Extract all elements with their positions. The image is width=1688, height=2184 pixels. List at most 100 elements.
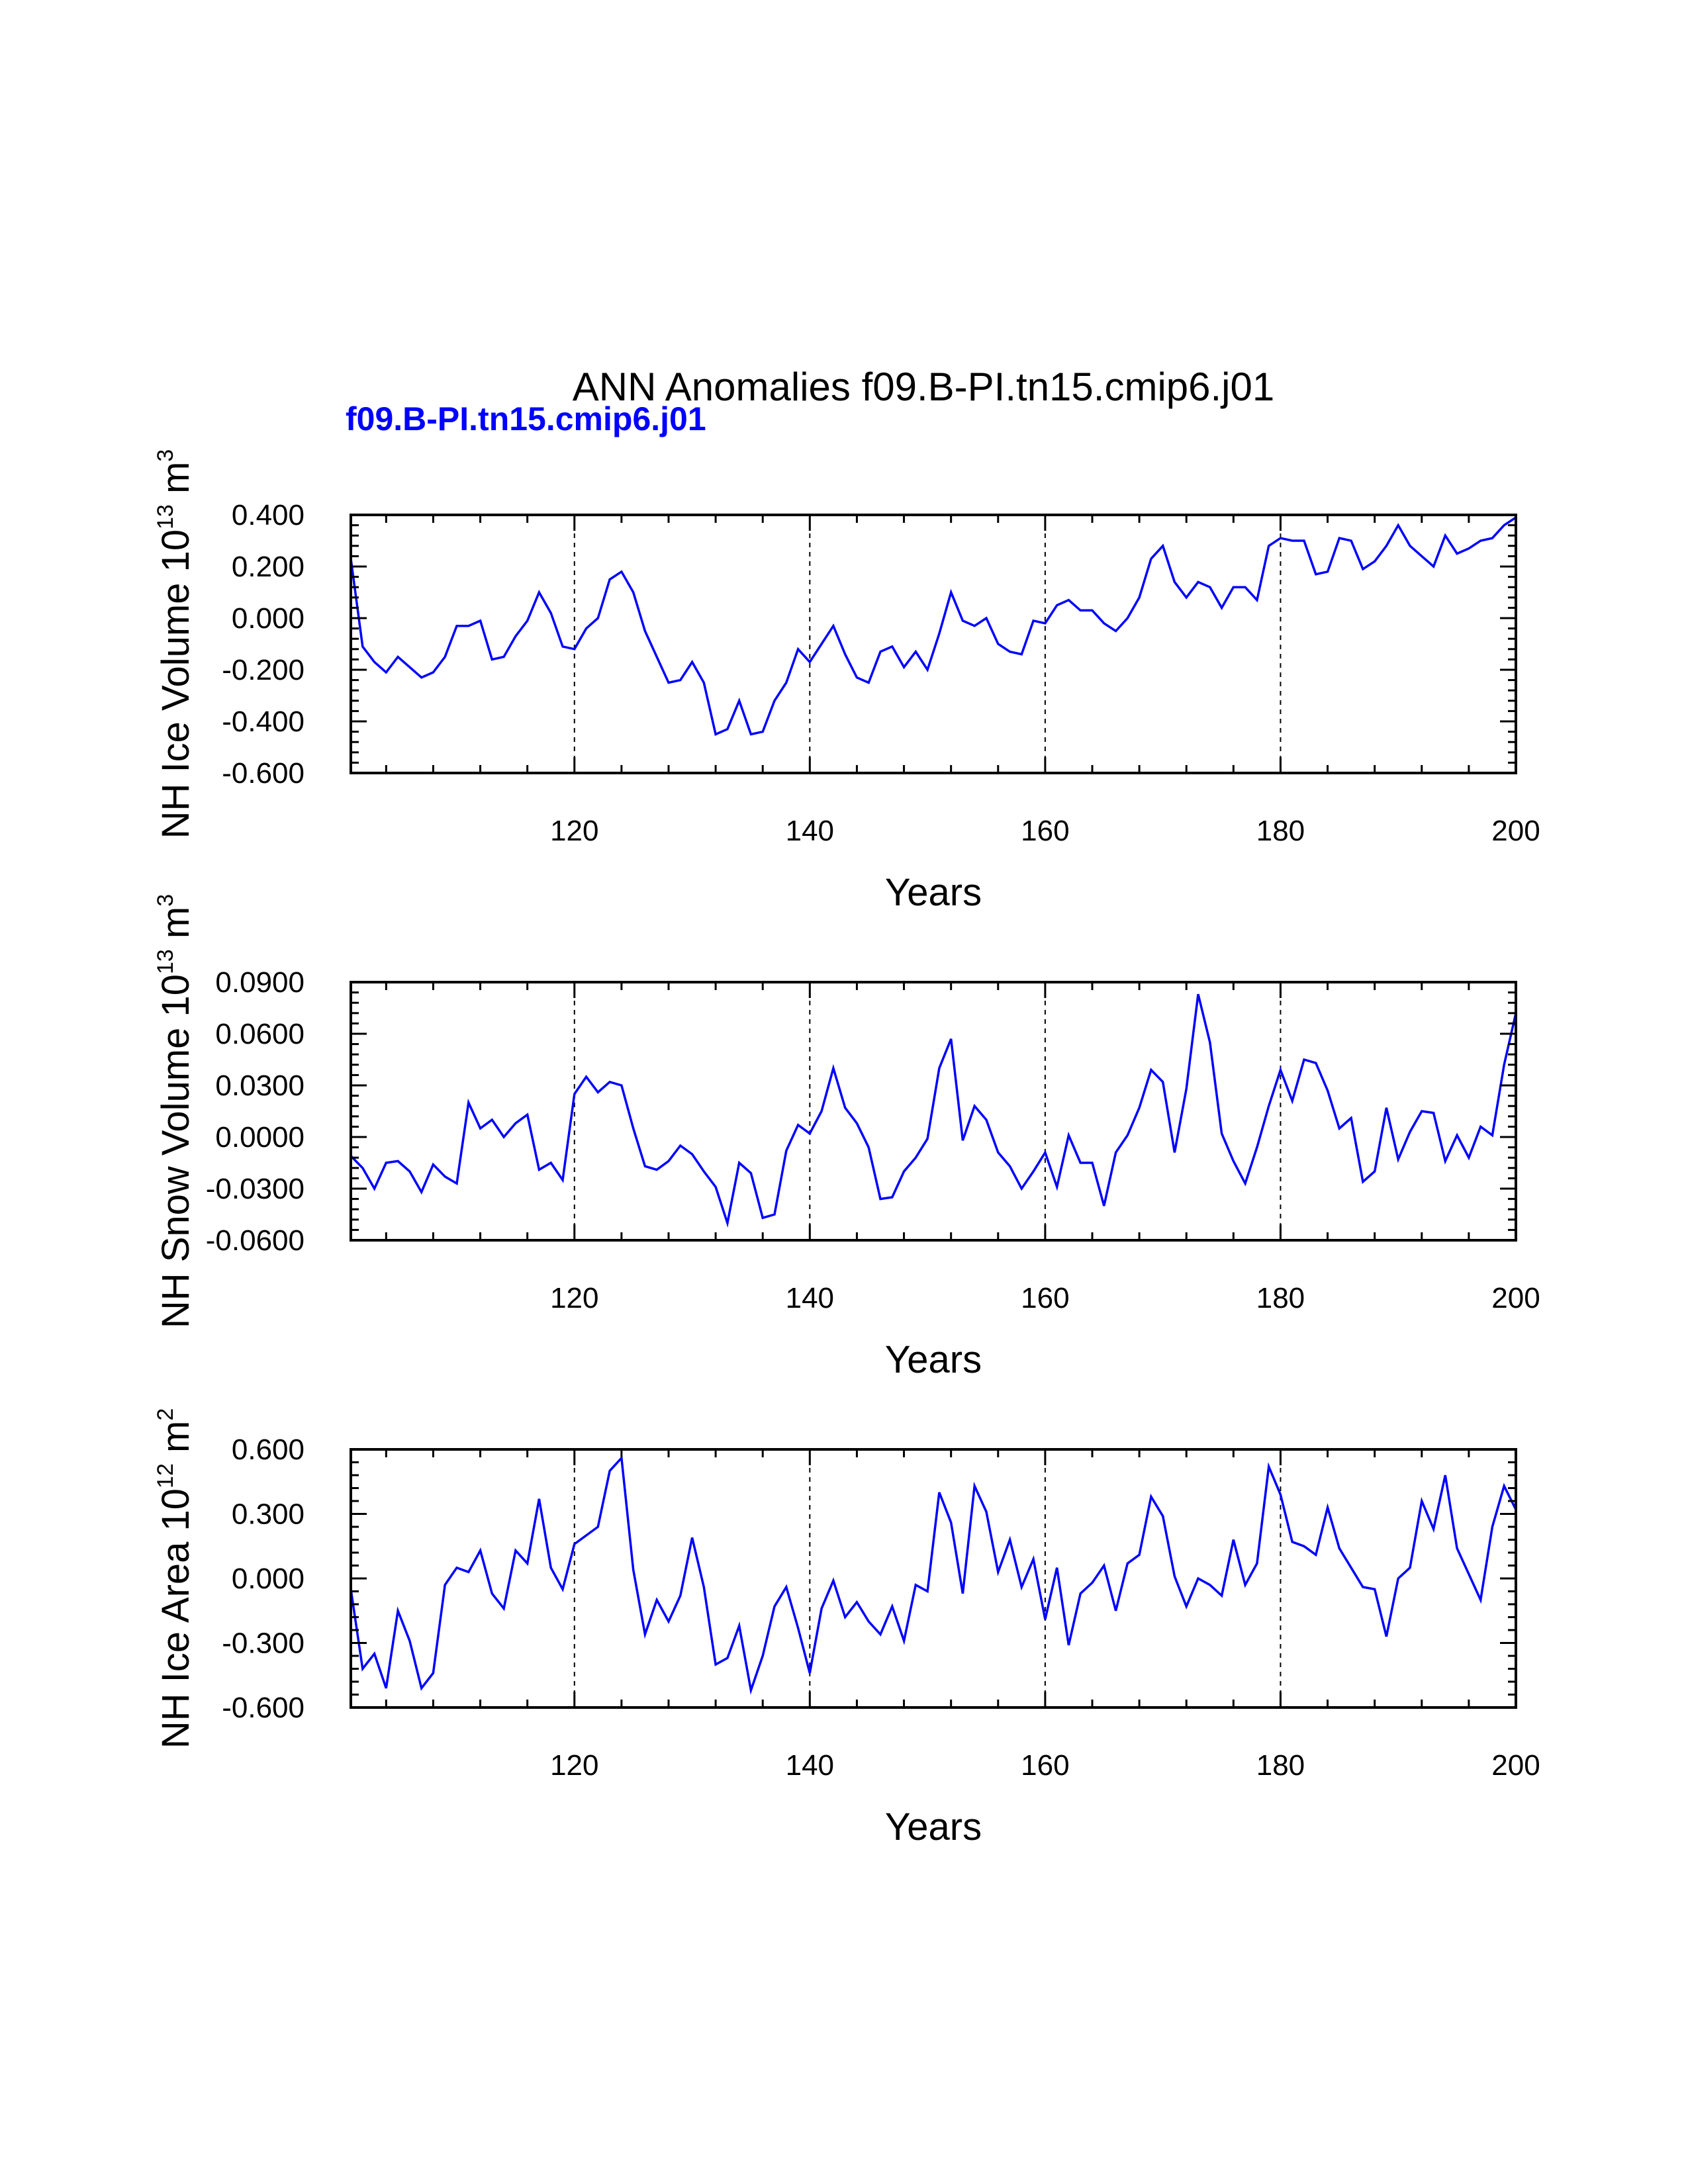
data-point bbox=[597, 1091, 599, 1093]
data-point bbox=[1233, 1539, 1235, 1541]
data-point bbox=[1162, 1515, 1164, 1517]
data-point bbox=[1397, 524, 1399, 526]
data-point bbox=[986, 1511, 988, 1513]
data-point bbox=[891, 1606, 893, 1608]
data-point bbox=[385, 671, 387, 673]
y-tick-label: 0.0000 bbox=[215, 1121, 305, 1154]
data-point bbox=[479, 1549, 481, 1551]
data-point bbox=[1409, 545, 1411, 547]
y-axis-label: NH Snow Volume 1013 m3 bbox=[153, 894, 197, 1328]
data-point bbox=[397, 1610, 399, 1612]
data-point bbox=[397, 1160, 399, 1162]
panels-group: 0.400 0.200 0.000 -0.200 -0.400 -0.600 120 140 1… bbox=[153, 449, 1540, 1848]
data-point bbox=[1468, 1573, 1470, 1575]
data-point bbox=[562, 1588, 564, 1590]
data-point bbox=[385, 1687, 387, 1689]
y-axis-label: NH Ice Area 1012 m2 bbox=[153, 1408, 197, 1749]
y-tick-label: -0.600 bbox=[222, 757, 305, 790]
data-point bbox=[644, 1165, 646, 1167]
data-point bbox=[703, 1586, 705, 1588]
data-point bbox=[1327, 1506, 1329, 1508]
data-point bbox=[526, 619, 528, 621]
data-point bbox=[1491, 1526, 1493, 1528]
data-point bbox=[503, 1136, 505, 1138]
plot-frame bbox=[350, 514, 1517, 774]
x-tick-label: 160 bbox=[1021, 1749, 1069, 1782]
data-point bbox=[1197, 581, 1199, 583]
data-point bbox=[927, 1590, 929, 1592]
data-point bbox=[668, 1621, 670, 1623]
series-line bbox=[350, 993, 1517, 1228]
data-point bbox=[1291, 540, 1293, 542]
x-tick-label: 180 bbox=[1256, 1282, 1305, 1314]
data-point bbox=[915, 651, 917, 653]
data-point bbox=[1092, 610, 1094, 612]
data-point bbox=[456, 1183, 458, 1185]
data-point bbox=[997, 643, 999, 645]
data-point bbox=[1115, 1610, 1117, 1612]
data-point bbox=[1021, 1586, 1023, 1588]
data-point bbox=[1409, 1567, 1411, 1569]
data-point bbox=[432, 1672, 434, 1674]
data-point bbox=[1397, 1158, 1399, 1160]
x-tick-label: 140 bbox=[786, 815, 834, 847]
data-point bbox=[868, 1621, 870, 1623]
chart-title: ANN Anomalies f09.B-PI.tn15.cmip6.j01 bbox=[573, 365, 1275, 409]
y-tick-label: 0.000 bbox=[232, 1563, 305, 1595]
data-point bbox=[1186, 1088, 1188, 1090]
data-point bbox=[962, 619, 964, 621]
data-point bbox=[656, 656, 658, 658]
data-point bbox=[373, 1653, 375, 1655]
data-point bbox=[1174, 1575, 1176, 1577]
data-point bbox=[1174, 581, 1176, 583]
data-point bbox=[1421, 1111, 1423, 1113]
data-point bbox=[656, 1169, 658, 1171]
panel-1: 0.400 0.200 0.000 -0.200 -0.400 -0.600 120 140 1… bbox=[153, 449, 1540, 914]
data-point bbox=[891, 645, 893, 647]
data-point bbox=[738, 700, 740, 702]
data-point bbox=[880, 1198, 882, 1200]
data-point bbox=[1256, 1146, 1258, 1148]
data-point bbox=[1221, 1132, 1223, 1134]
data-point bbox=[844, 1107, 846, 1109]
data-point bbox=[432, 1163, 434, 1165]
data-point bbox=[1197, 993, 1199, 995]
data-point bbox=[1068, 1644, 1070, 1646]
data-point bbox=[868, 682, 870, 684]
data-point bbox=[1162, 1081, 1164, 1083]
data-point bbox=[1456, 1134, 1458, 1136]
data-point bbox=[420, 676, 422, 678]
y-tick-label: 0.200 bbox=[232, 551, 305, 583]
data-point bbox=[1338, 537, 1340, 539]
data-point bbox=[385, 1162, 387, 1164]
data-point bbox=[1303, 1059, 1305, 1061]
data-point bbox=[1468, 1157, 1470, 1159]
data-point bbox=[821, 1111, 823, 1113]
data-point bbox=[809, 1672, 811, 1674]
data-point bbox=[1068, 1134, 1070, 1136]
data-point bbox=[986, 617, 988, 619]
data-point bbox=[632, 1128, 634, 1130]
data-point bbox=[538, 1498, 540, 1500]
data-point bbox=[1256, 599, 1258, 601]
data-point bbox=[1479, 1126, 1481, 1128]
data-point bbox=[503, 1608, 505, 1610]
data-point bbox=[950, 1038, 952, 1040]
data-point bbox=[1115, 630, 1117, 632]
data-point bbox=[880, 1633, 882, 1635]
data-point bbox=[1503, 524, 1505, 526]
data-point bbox=[821, 1608, 823, 1610]
data-point bbox=[550, 1567, 552, 1569]
data-point bbox=[1221, 1595, 1223, 1597]
data-point bbox=[726, 1222, 728, 1224]
data-point bbox=[974, 1105, 976, 1107]
data-point bbox=[1080, 1592, 1082, 1594]
data-point bbox=[962, 1140, 964, 1142]
data-point bbox=[1150, 558, 1152, 560]
data-point bbox=[1327, 570, 1329, 572]
data-point bbox=[1115, 1152, 1117, 1154]
chart-subtitle: f09.B-PI.tn15.cmip6.j01 bbox=[346, 400, 706, 437]
x-tick-label: 120 bbox=[550, 1282, 598, 1314]
data-point bbox=[562, 645, 564, 647]
